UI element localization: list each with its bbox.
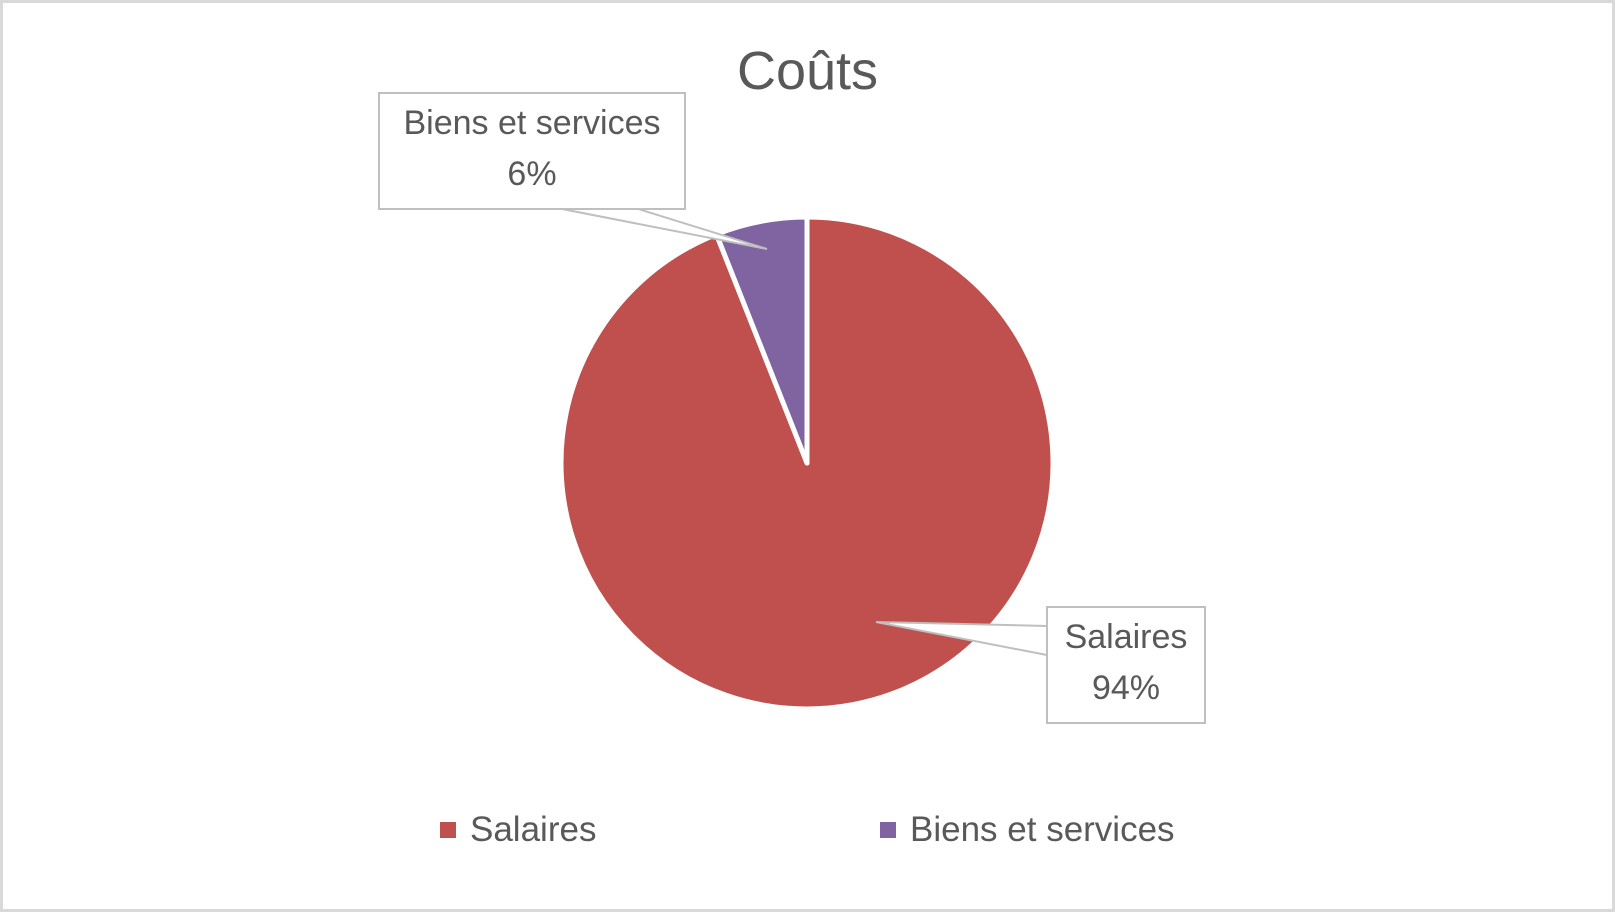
data-label-salaires-pct: 94% bbox=[1091, 669, 1161, 707]
legend-swatch-salaires bbox=[440, 822, 456, 838]
data-label-biens: Biens et services 6% bbox=[378, 92, 686, 210]
legend-item-biens: Biens et services bbox=[880, 810, 1175, 850]
data-label-biens-pct: 6% bbox=[507, 155, 557, 193]
legend: Salaires Biens et services bbox=[0, 810, 1615, 860]
legend-item-salaires: Salaires bbox=[440, 810, 596, 850]
legend-swatch-biens bbox=[880, 822, 896, 838]
data-label-salaires: Salaires 94% bbox=[1046, 606, 1206, 724]
data-label-salaires-name: Salaires bbox=[1064, 618, 1188, 656]
chart-title: Coûts bbox=[736, 41, 879, 101]
legend-label-salaires: Salaires bbox=[470, 810, 597, 849]
data-label-biens-name: Biens et services bbox=[403, 104, 661, 142]
legend-label-biens: Biens et services bbox=[910, 810, 1175, 849]
